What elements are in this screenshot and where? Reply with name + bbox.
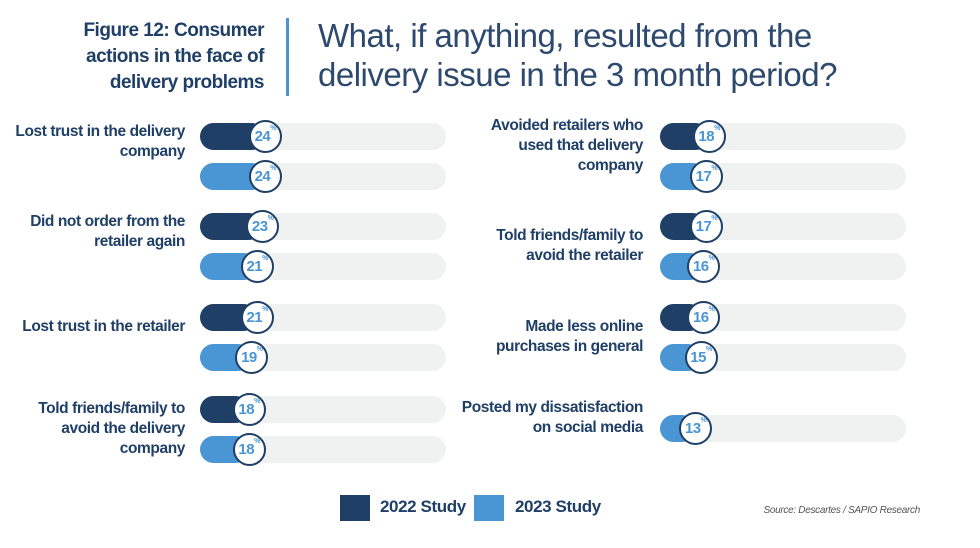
legend-swatch-2023	[474, 495, 504, 521]
value-label: 13%	[679, 412, 713, 445]
source-note: Source: Descartes / SAPIO Research	[763, 505, 920, 516]
bar-track: 16%	[660, 301, 906, 334]
percent-sign: %	[708, 306, 715, 313]
value-label: 18%	[692, 120, 726, 153]
bar-track: 18%	[200, 433, 446, 466]
value-label: 18%	[232, 393, 266, 426]
value-number: 15	[690, 349, 706, 366]
percent-sign: %	[256, 346, 263, 353]
bar-track: 21%	[200, 301, 446, 334]
percent-sign: %	[711, 215, 718, 222]
value-number: 18	[238, 401, 255, 418]
percent-sign: %	[270, 165, 276, 172]
category-label: Avoided retailers who used that delivery…	[490, 117, 644, 174]
value-number: 24	[254, 128, 271, 145]
bar-track: 23%	[200, 210, 446, 243]
value-label: 16%	[687, 250, 721, 283]
value-number: 16	[692, 309, 709, 326]
value-number: 23	[251, 218, 268, 235]
bar-track: 24%	[200, 120, 446, 153]
title-divider	[286, 18, 289, 96]
category-label: Told friends/family to avoid the deliver…	[38, 400, 185, 457]
value-number: 13	[684, 420, 701, 437]
figure-title: Figure 12: Consumer actions in the face …	[83, 20, 264, 93]
bar-track: 15%	[660, 341, 906, 374]
percent-sign: %	[270, 125, 276, 132]
category-label: Made less online purchases in general	[495, 318, 643, 355]
percent-sign: %	[700, 417, 707, 424]
bar-track: 18%	[660, 120, 906, 153]
value-number: 21	[246, 309, 263, 326]
bar-track: 16%	[660, 250, 906, 283]
percent-sign: %	[711, 165, 718, 172]
value-label: 23%	[246, 210, 280, 243]
bar-track: 17%	[660, 160, 906, 193]
legend-label-2022: 2022 Study	[380, 497, 466, 516]
category-label: Posted my dissatisfaction on social medi…	[461, 399, 644, 436]
value-number: 18	[238, 441, 255, 458]
value-label: 15%	[684, 341, 718, 374]
value-number: 24	[254, 168, 271, 185]
value-label: 21%	[240, 301, 274, 334]
category-label: Did not order from the retailer again	[30, 213, 185, 250]
value-label: 16%	[687, 301, 721, 334]
percent-sign: %	[254, 398, 260, 405]
bar-track: 18%	[200, 393, 446, 426]
percent-sign: %	[714, 125, 720, 132]
value-number: 21	[246, 258, 263, 275]
percent-sign: %	[254, 438, 260, 445]
value-number: 18	[698, 128, 715, 145]
value-label: 24%	[248, 160, 282, 193]
value-label: 21%	[240, 250, 274, 283]
category-label: Lost trust in the delivery company	[15, 123, 185, 160]
value-number: 17	[695, 218, 712, 235]
bar-track: 17%	[660, 210, 906, 243]
percent-sign: %	[262, 255, 268, 262]
percent-sign: %	[267, 215, 274, 222]
bar-track: 13%	[660, 412, 906, 445]
percent-sign: %	[708, 255, 715, 262]
question-title: What, if anything, resulted from the del…	[318, 17, 837, 93]
bar-track: 21%	[200, 250, 446, 283]
legend-swatch-2022	[340, 495, 370, 521]
percent-sign: %	[705, 346, 712, 353]
value-number: 17	[695, 168, 712, 185]
value-label: 19%	[235, 341, 269, 374]
value-label: 17%	[689, 160, 723, 193]
category-label: Told friends/family to avoid the retaile…	[496, 227, 643, 264]
bar-track: 24%	[200, 160, 446, 193]
value-label: 18%	[232, 433, 266, 466]
value-number: 19	[241, 349, 257, 366]
value-number: 16	[692, 258, 709, 275]
category-label: Lost trust in the retailer	[22, 318, 185, 335]
value-label: 24%	[248, 120, 282, 153]
bar-track: 19%	[200, 341, 446, 374]
percent-sign: %	[262, 306, 268, 313]
value-label: 17%	[689, 210, 723, 243]
legend-label-2023: 2023 Study	[515, 497, 601, 516]
